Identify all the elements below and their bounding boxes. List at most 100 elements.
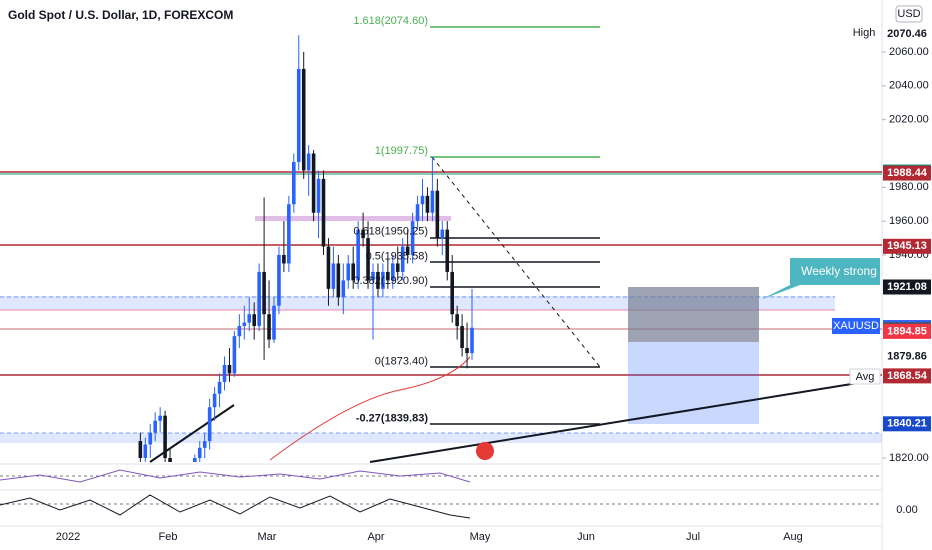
price-tag: [883, 368, 931, 384]
price-tag-label: 1868.54: [887, 370, 928, 382]
price-tag-label: 1921.08: [887, 281, 927, 293]
candle-body: [227, 364, 232, 374]
fib-label: 1(1997.75): [375, 145, 428, 157]
candle-body: [425, 195, 430, 213]
price-tag: [883, 416, 931, 432]
candle-body: [207, 407, 212, 442]
currency: USD: [897, 8, 920, 20]
candle-body: [168, 458, 172, 462]
candle-body: [361, 229, 365, 239]
symbol-label: XAUUSD: [833, 320, 879, 332]
high-label: High: [853, 27, 876, 39]
osc-zero: 0.00: [896, 504, 917, 516]
price-tag: [883, 165, 931, 181]
candle-body: [356, 229, 360, 281]
candle-body: [292, 161, 296, 205]
candle-body: [267, 314, 271, 340]
time-label: May: [470, 531, 491, 543]
price-tick-label: 1820.00: [889, 452, 929, 464]
candles: [138, 35, 474, 462]
price-tag: [883, 349, 931, 365]
callout: Weekly strong: [801, 264, 877, 278]
candle-body: [351, 263, 355, 281]
time-label: Jun: [577, 531, 595, 543]
candle-body: [381, 271, 385, 289]
candle-body: [301, 68, 306, 171]
candle-body: [242, 322, 247, 327]
candle-body: [272, 305, 276, 340]
candle-body: [212, 393, 217, 408]
avg-label: Avg: [856, 371, 875, 383]
candle-body: [400, 246, 405, 272]
candle-body: [321, 178, 326, 247]
price-tag-label: 1894.85: [887, 325, 927, 337]
candle-body: [326, 246, 331, 289]
candle-body: [445, 229, 450, 272]
fib-label: 1.618(2074.60): [353, 15, 428, 27]
fib-label: -0.27(1839.83): [356, 412, 428, 424]
candle-body: [450, 271, 454, 315]
candle-body: [158, 415, 162, 421]
candle-body: [193, 458, 197, 462]
price-tick-label: 1960.00: [889, 215, 929, 227]
candle-body: [336, 263, 341, 298]
candle-body: [138, 441, 143, 458]
candle-body: [470, 327, 474, 354]
time-label: 2022: [56, 531, 80, 543]
candle-body: [430, 190, 435, 213]
candle-body: [391, 263, 395, 281]
candle-body: [405, 246, 410, 255]
candle-body: [376, 271, 380, 289]
price-tick-label: 2020.00: [889, 114, 929, 126]
candle-body: [262, 271, 266, 315]
candle-body: [465, 348, 469, 354]
candle-body: [153, 420, 157, 433]
candle-body: [415, 204, 420, 222]
price-tick-label: 2060.00: [889, 46, 929, 58]
candle-body: [296, 68, 301, 162]
candle-body: [371, 271, 375, 281]
candle-body: [386, 271, 390, 281]
candle-body: [316, 178, 321, 213]
candle-body: [440, 229, 445, 239]
candle-body: [257, 271, 261, 327]
fib-label: 0.5(1935.58): [366, 250, 428, 262]
candle-body: [197, 447, 202, 458]
candle-body: [311, 153, 316, 213]
candle-body: [341, 280, 346, 298]
fib-label: 0.382(1920.90): [353, 275, 428, 287]
price-tag: [883, 26, 931, 42]
candle-body: [148, 432, 153, 445]
candle-body: [410, 221, 415, 255]
candle-body: [237, 326, 242, 337]
candle-body: [395, 263, 400, 272]
time-label: Feb: [159, 531, 178, 543]
price-tick-label: 1980.00: [889, 181, 929, 193]
fib-label: 0(1873.40): [375, 356, 428, 368]
time-label: Jul: [686, 531, 700, 543]
candle-body: [202, 441, 207, 448]
candle-body: [217, 381, 222, 394]
candle-body: [435, 190, 440, 239]
price-tag-label: 1840.21: [887, 418, 927, 430]
candle-body: [287, 204, 291, 264]
price-tag: [883, 238, 931, 254]
candle-body: [366, 238, 370, 281]
candle-body: [277, 255, 281, 306]
candle-body: [247, 314, 252, 323]
price-tag: [883, 323, 931, 339]
title: Gold Spot / U.S. Dollar, 1D, FOREXCOM: [8, 8, 233, 22]
candle-body: [232, 336, 237, 374]
candle-body: [163, 415, 167, 458]
candle-body: [282, 255, 286, 264]
time-label: Mar: [258, 531, 277, 543]
candle-body: [306, 153, 311, 171]
price-tag-label: 1988.44: [887, 167, 928, 179]
price-tag-label: 1879.86: [887, 351, 927, 363]
candle-body: [420, 195, 425, 205]
price-tick-label: 2040.00: [889, 80, 929, 92]
candle-body: [346, 263, 351, 281]
time-label: Aug: [783, 531, 803, 543]
